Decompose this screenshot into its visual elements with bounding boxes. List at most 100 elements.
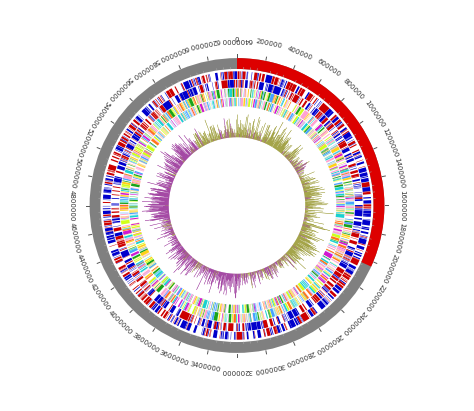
Wedge shape bbox=[249, 136, 250, 139]
Wedge shape bbox=[201, 309, 204, 317]
Wedge shape bbox=[294, 287, 299, 294]
Wedge shape bbox=[104, 188, 111, 189]
Wedge shape bbox=[276, 261, 281, 267]
Wedge shape bbox=[281, 80, 284, 87]
Wedge shape bbox=[124, 274, 131, 279]
Wedge shape bbox=[112, 222, 120, 224]
Wedge shape bbox=[351, 232, 359, 238]
Wedge shape bbox=[103, 192, 111, 193]
Wedge shape bbox=[205, 319, 207, 327]
Wedge shape bbox=[129, 160, 137, 164]
Wedge shape bbox=[130, 251, 139, 256]
Wedge shape bbox=[362, 187, 371, 192]
Wedge shape bbox=[299, 98, 304, 106]
Wedge shape bbox=[206, 75, 209, 83]
Wedge shape bbox=[210, 269, 211, 272]
Wedge shape bbox=[143, 283, 148, 289]
Wedge shape bbox=[129, 247, 137, 251]
Wedge shape bbox=[327, 267, 334, 272]
Wedge shape bbox=[339, 142, 347, 149]
Wedge shape bbox=[158, 273, 164, 279]
Wedge shape bbox=[199, 308, 202, 316]
Wedge shape bbox=[174, 145, 188, 158]
Wedge shape bbox=[159, 118, 164, 125]
Wedge shape bbox=[303, 221, 306, 222]
Wedge shape bbox=[228, 332, 229, 339]
Wedge shape bbox=[248, 133, 250, 138]
Wedge shape bbox=[336, 251, 343, 255]
Wedge shape bbox=[268, 309, 271, 318]
Wedge shape bbox=[227, 136, 228, 138]
Wedge shape bbox=[203, 266, 205, 269]
Wedge shape bbox=[257, 303, 259, 311]
Wedge shape bbox=[337, 247, 345, 252]
Wedge shape bbox=[195, 96, 199, 104]
Wedge shape bbox=[225, 98, 226, 107]
Wedge shape bbox=[301, 228, 313, 232]
Wedge shape bbox=[174, 175, 176, 176]
Wedge shape bbox=[272, 298, 276, 307]
Wedge shape bbox=[304, 189, 325, 193]
Wedge shape bbox=[342, 232, 350, 235]
Wedge shape bbox=[305, 212, 317, 214]
Text: 1000000: 1000000 bbox=[363, 99, 386, 129]
Wedge shape bbox=[124, 233, 132, 236]
Wedge shape bbox=[333, 274, 340, 279]
Wedge shape bbox=[175, 145, 189, 158]
Wedge shape bbox=[270, 308, 275, 317]
Wedge shape bbox=[268, 266, 269, 268]
Wedge shape bbox=[258, 137, 260, 141]
Wedge shape bbox=[325, 155, 333, 159]
Wedge shape bbox=[335, 251, 343, 256]
Wedge shape bbox=[145, 133, 152, 139]
Wedge shape bbox=[130, 156, 138, 161]
Wedge shape bbox=[325, 155, 332, 159]
Wedge shape bbox=[260, 91, 264, 100]
Wedge shape bbox=[150, 127, 156, 133]
Wedge shape bbox=[185, 322, 188, 329]
Wedge shape bbox=[145, 119, 152, 125]
Wedge shape bbox=[352, 179, 360, 182]
Wedge shape bbox=[303, 125, 309, 132]
Wedge shape bbox=[183, 81, 191, 90]
Wedge shape bbox=[254, 303, 257, 312]
Wedge shape bbox=[344, 185, 352, 186]
Wedge shape bbox=[283, 151, 286, 155]
Wedge shape bbox=[124, 151, 131, 155]
Wedge shape bbox=[273, 263, 278, 270]
Wedge shape bbox=[277, 261, 283, 268]
Wedge shape bbox=[227, 314, 228, 322]
Wedge shape bbox=[210, 302, 213, 310]
Wedge shape bbox=[363, 216, 371, 217]
Wedge shape bbox=[320, 130, 327, 136]
Wedge shape bbox=[244, 314, 245, 322]
Wedge shape bbox=[323, 151, 330, 156]
Wedge shape bbox=[164, 230, 173, 234]
Wedge shape bbox=[231, 305, 232, 313]
Wedge shape bbox=[174, 158, 183, 164]
Wedge shape bbox=[265, 310, 268, 319]
Wedge shape bbox=[301, 281, 307, 288]
Wedge shape bbox=[128, 163, 136, 166]
Wedge shape bbox=[300, 176, 309, 180]
Wedge shape bbox=[315, 111, 321, 118]
Wedge shape bbox=[167, 222, 171, 224]
Wedge shape bbox=[282, 257, 287, 264]
Wedge shape bbox=[258, 73, 262, 81]
Wedge shape bbox=[164, 226, 172, 229]
Wedge shape bbox=[270, 299, 273, 307]
Wedge shape bbox=[304, 291, 310, 298]
Wedge shape bbox=[246, 331, 249, 339]
Wedge shape bbox=[246, 314, 247, 322]
Wedge shape bbox=[166, 189, 171, 190]
Wedge shape bbox=[318, 263, 325, 268]
Wedge shape bbox=[121, 220, 130, 224]
Wedge shape bbox=[152, 101, 157, 108]
Wedge shape bbox=[161, 230, 173, 235]
Wedge shape bbox=[165, 218, 170, 219]
Wedge shape bbox=[159, 104, 167, 113]
Wedge shape bbox=[213, 321, 215, 329]
Wedge shape bbox=[237, 332, 242, 340]
Wedge shape bbox=[258, 82, 264, 90]
Wedge shape bbox=[248, 123, 251, 138]
